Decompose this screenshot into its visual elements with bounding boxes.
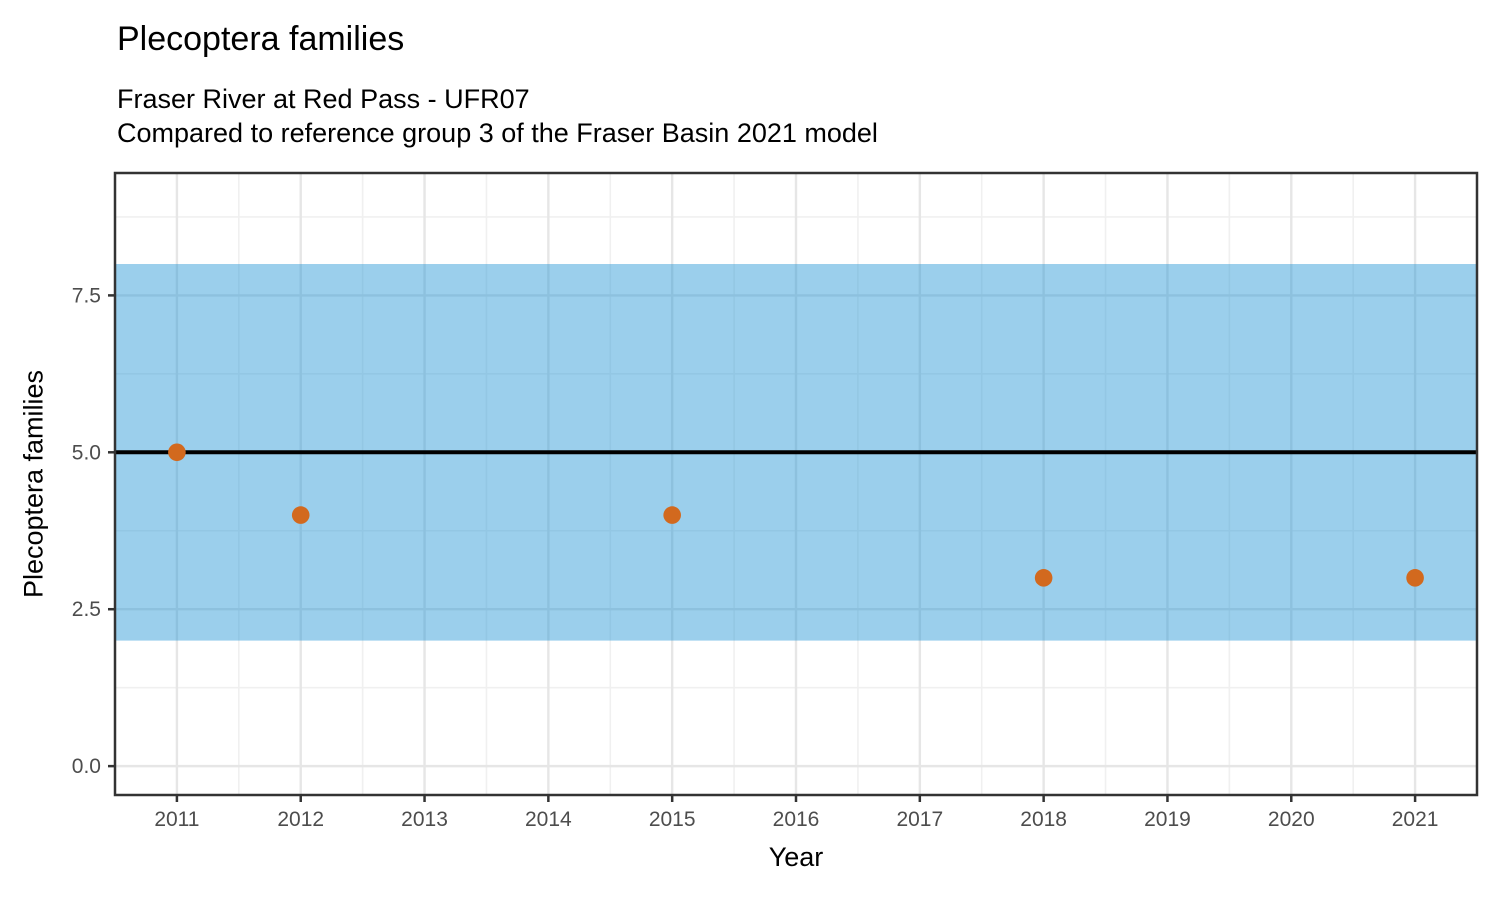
y-tick-label: 7.5 — [72, 284, 101, 307]
x-tick-label: 2014 — [525, 808, 572, 831]
x-tick-label: 2021 — [1392, 808, 1439, 831]
chart-subtitle-line2: Compared to reference group 3 of the Fra… — [117, 118, 878, 148]
data-point — [291, 506, 310, 524]
x-tick-label: 2016 — [773, 808, 820, 831]
data-point — [168, 443, 186, 462]
x-tick-label: 2018 — [1020, 808, 1067, 831]
chart-title: Plecoptera families — [117, 20, 405, 58]
x-tick-label: 2015 — [649, 808, 696, 831]
x-tick-label: 2012 — [277, 808, 324, 831]
y-tick-label: 2.5 — [72, 598, 101, 621]
data-point — [1406, 569, 1424, 587]
y-tick-label: 5.0 — [72, 441, 101, 464]
x-tick-label: 2017 — [896, 808, 943, 831]
y-tick-label: 0.0 — [72, 755, 101, 778]
data-point — [1034, 569, 1053, 587]
x-tick-label: 2020 — [1268, 808, 1315, 831]
x-tick-label: 2013 — [401, 808, 448, 831]
x-tick-label: 2019 — [1144, 808, 1191, 831]
data-point — [663, 506, 681, 524]
chart-subtitle-line1: Fraser River at Red Pass - UFR07 — [117, 84, 530, 114]
x-tick-label: 2011 — [154, 808, 199, 831]
y-axis-title: Plecoptera families — [18, 369, 49, 599]
x-axis-title: Year — [768, 842, 824, 872]
